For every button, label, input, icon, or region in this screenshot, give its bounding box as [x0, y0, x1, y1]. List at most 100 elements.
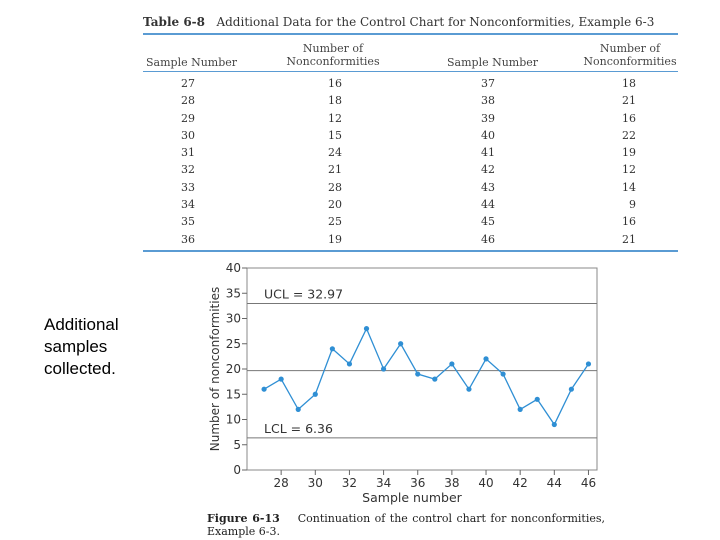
data-point — [449, 361, 455, 367]
data-point — [346, 361, 353, 367]
table-cell-s1-row-1: 27 — [181, 77, 195, 90]
table-cell-n1-row-5: 24 — [328, 146, 342, 160]
header-nonconformities-1-line2: Nonconformities — [286, 55, 380, 68]
data-point — [329, 346, 335, 352]
x-tick-label: 36 — [410, 476, 425, 490]
table-title: Additional Data for the Control Chart fo… — [216, 15, 655, 29]
header-sample-number-2: Sample Number — [447, 56, 539, 69]
table-bottom-rule — [143, 250, 678, 252]
table-cell-s1-row-10: 36 — [181, 232, 195, 246]
table-cell-s2-row-1: 37 — [481, 77, 495, 90]
x-tick-label: 30 — [308, 476, 323, 490]
column-nonconformities-2: 18 21 16 22 19 12 14 9 16 21 — [606, 75, 636, 248]
x-tick-label: 46 — [581, 476, 596, 490]
y-tick-label: 25 — [226, 337, 241, 351]
y-tick-label: 10 — [226, 413, 241, 427]
table-cell-n2-row-4: 22 — [622, 128, 636, 142]
table-cell-n1-row-4: 15 — [328, 128, 342, 142]
data-point — [261, 386, 267, 392]
figure-label: Figure 6-13 — [207, 512, 280, 525]
series-line — [263, 327, 590, 426]
table-cell-s2-row-7: 43 — [481, 180, 495, 194]
table-cell-s2-row-2: 38 — [481, 94, 495, 108]
table-cell-s2-row-3: 39 — [481, 111, 495, 125]
data-point — [398, 341, 404, 347]
data-point — [415, 371, 421, 377]
table-cell-n1-row-9: 25 — [328, 215, 342, 229]
y-tick-label: 0 — [233, 463, 241, 477]
data-point — [568, 386, 574, 392]
table-cell-n2-row-8: 9 — [629, 198, 636, 212]
table-cell-s1-row-8: 34 — [181, 198, 195, 212]
data-point — [363, 326, 370, 332]
table-cell-s2-row-6: 42 — [481, 163, 495, 177]
column-sample-number-2: 37 38 39 40 41 42 43 44 45 46 — [481, 75, 511, 248]
table-cell-s1-row-9: 35 — [181, 215, 195, 229]
table-cell-s1-row-4: 30 — [181, 128, 195, 142]
header-sample-number-1: Sample Number — [146, 56, 238, 69]
lcl-label: LCL = 6.36 — [264, 421, 333, 436]
table-cell-s1-row-6: 32 — [181, 163, 195, 177]
data-point — [585, 361, 592, 367]
table-cell-n2-row-1: 18 — [622, 77, 636, 90]
data-point — [295, 406, 301, 412]
table-cell-s1-row-5: 31 — [181, 146, 195, 160]
data-point — [517, 406, 523, 412]
table-cell-n1-row-3: 12 — [328, 111, 342, 125]
table-cell-n2-row-10: 21 — [622, 232, 636, 246]
y-axis-title: Number of nonconformities — [208, 287, 222, 451]
x-tick-label: 44 — [547, 476, 562, 490]
table-header-rule — [143, 71, 678, 72]
table-cell-s2-row-5: 41 — [481, 146, 495, 160]
table-top-rule — [143, 33, 678, 35]
data-point — [278, 376, 284, 382]
table-label: Table 6-8 — [143, 15, 205, 29]
table-cell-n1-row-1: 16 — [328, 77, 342, 90]
header-nonconformities-1-line1: Number of — [302, 42, 364, 55]
table-cell-n2-row-9: 16 — [622, 215, 636, 229]
table-cell-s2-row-10: 46 — [481, 232, 495, 246]
table-cell-s2-row-9: 45 — [481, 215, 495, 229]
table-cell-n2-row-6: 12 — [622, 163, 636, 177]
table-cell-n1-row-8: 20 — [328, 198, 342, 212]
ucl-label: UCL = 32.97 — [264, 287, 343, 302]
column-nonconformities-1: 16 18 12 15 24 21 28 20 25 19 — [328, 75, 358, 248]
column-sample-number-1: 27 28 29 30 31 32 33 34 35 36 — [181, 75, 211, 248]
chart-control-lines — [247, 303, 597, 439]
header-nonconformities-1: Number of Nonconformities — [285, 42, 381, 68]
table-cell-n2-row-3: 16 — [622, 111, 636, 125]
table-cell-n2-row-7: 14 — [622, 180, 636, 194]
header-nonconformities-2-line1: Number of — [599, 42, 661, 55]
header-nonconformities-2-line2: Nonconformities — [583, 55, 677, 68]
y-tick-label: 30 — [226, 312, 241, 326]
data-point — [500, 371, 506, 377]
x-tick-label: 34 — [376, 476, 391, 490]
table-cell-n1-row-6: 21 — [328, 163, 342, 177]
table-cell-s1-row-7: 33 — [181, 180, 195, 194]
data-point — [380, 366, 387, 372]
x-tick-label: 38 — [444, 476, 459, 490]
table-cell-n2-row-2: 21 — [622, 94, 636, 108]
data-point — [483, 356, 489, 362]
chart-labels: 0 5 10 15 20 25 30 35 40 28 30 32 34 36 38 40 42 44 46 UCL … — [208, 261, 596, 505]
table-cell-n2-row-5: 19 — [622, 146, 636, 160]
x-tick-label: 40 — [478, 476, 493, 490]
x-tick-label: 42 — [513, 476, 528, 490]
table-cell-n1-row-2: 18 — [328, 94, 342, 108]
figure-caption-text: Continuation of the control chart for no… — [207, 512, 605, 538]
data-point — [432, 376, 438, 382]
figure-caption: Figure 6-13 Continuation of the control … — [207, 512, 605, 538]
data-point — [551, 421, 557, 428]
y-tick-label: 20 — [226, 362, 241, 376]
x-tick-label: 28 — [274, 476, 289, 490]
chart-axes — [242, 267, 598, 475]
table-caption: Table 6-8 Additional Data for the Contro… — [143, 15, 683, 29]
side-note: Additional samples collected. — [44, 315, 119, 378]
table-cell-s2-row-8: 44 — [481, 198, 495, 212]
data-point — [534, 396, 540, 402]
x-axis-title: Sample number — [362, 490, 462, 505]
data-point — [312, 391, 318, 397]
table-cell-s1-row-2: 28 — [181, 94, 195, 108]
